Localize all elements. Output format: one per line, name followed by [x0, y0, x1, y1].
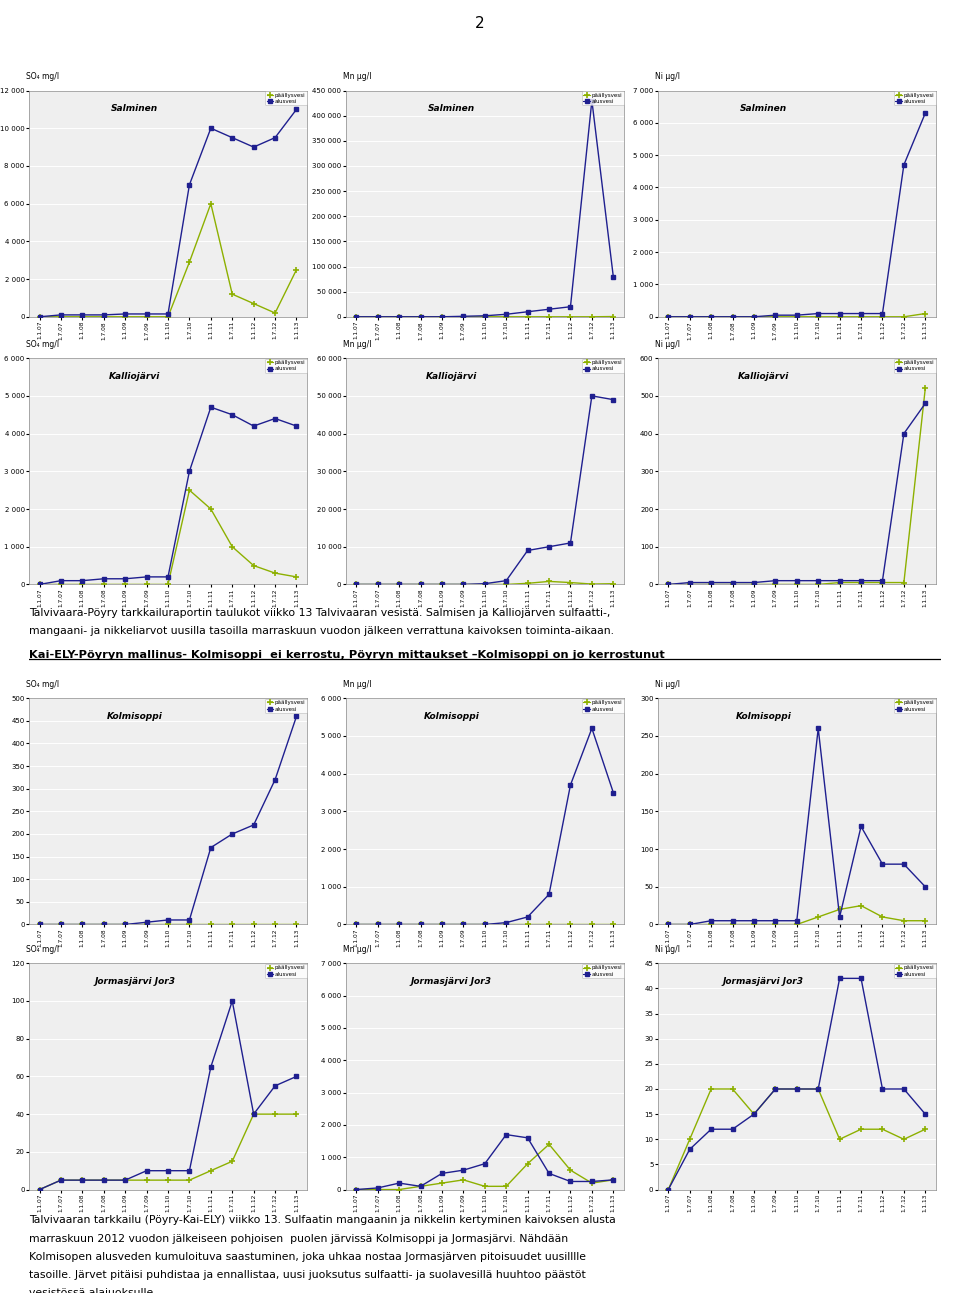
Text: SO₄ mg/l: SO₄ mg/l — [26, 680, 60, 689]
Text: Ni μg/l: Ni μg/l — [655, 945, 680, 954]
Legend: päällysvesi, alusvesi: päällysvesi, alusvesi — [265, 963, 307, 979]
Text: Kalliojärvi: Kalliojärvi — [108, 371, 160, 380]
Legend: päällysvesi, alusvesi: päällysvesi, alusvesi — [582, 358, 624, 374]
Legend: päällysvesi, alusvesi: päällysvesi, alusvesi — [265, 698, 307, 714]
Text: Kai-ELY-Pöyryn mallinus- Kolmisoppi  ei kerrostu, Pöyryn mittaukset –Kolmisoppi : Kai-ELY-Pöyryn mallinus- Kolmisoppi ei k… — [29, 650, 664, 661]
Text: Jormasjärvi Jor3: Jormasjärvi Jor3 — [723, 978, 804, 985]
Text: Talvivaaran tarkkailu (Pöyry-Kai-ELY) viikko 13. Sulfaatin mangaanin ja nikkelin: Talvivaaran tarkkailu (Pöyry-Kai-ELY) vi… — [29, 1215, 615, 1226]
Text: Ni μg/l: Ni μg/l — [655, 680, 680, 689]
Text: Kolmisoppi: Kolmisoppi — [735, 711, 791, 720]
Text: vesistössä alajuoksulle.: vesistössä alajuoksulle. — [29, 1288, 156, 1293]
Legend: päällysvesi, alusvesi: päällysvesi, alusvesi — [582, 963, 624, 979]
Text: Kolmisoppi: Kolmisoppi — [107, 711, 162, 720]
Text: Mn μg/l: Mn μg/l — [343, 945, 372, 954]
Text: Talvivaara-Pöyry tarkkailuraportin taulukot viikko 13 Talvivaaran vesistä. Salmi: Talvivaara-Pöyry tarkkailuraportin taulu… — [29, 608, 611, 618]
Legend: päällysvesi, alusvesi: päällysvesi, alusvesi — [894, 963, 936, 979]
Legend: päällysvesi, alusvesi: päällysvesi, alusvesi — [265, 91, 307, 106]
Text: tasoille. Järvet pitäisi puhdistaa ja ennallistaa, uusi juoksutus sulfaatti- ja : tasoille. Järvet pitäisi puhdistaa ja en… — [29, 1270, 586, 1280]
Legend: päällysvesi, alusvesi: päällysvesi, alusvesi — [894, 698, 936, 714]
Legend: päällysvesi, alusvesi: päällysvesi, alusvesi — [582, 698, 624, 714]
Text: Jormasjärvi Jor3: Jormasjärvi Jor3 — [94, 978, 175, 985]
Text: Ni μg/l: Ni μg/l — [655, 340, 680, 349]
Text: SO₄ mg/l: SO₄ mg/l — [26, 945, 60, 954]
Text: Kalliojärvi: Kalliojärvi — [425, 371, 477, 380]
Text: Mn μg/l: Mn μg/l — [343, 680, 372, 689]
Text: Ni μg/l: Ni μg/l — [655, 72, 680, 81]
Text: mangaani- ja nikkeliarvot uusilla tasoilla marraskuun vuodon jälkeen verrattuna : mangaani- ja nikkeliarvot uusilla tasoil… — [29, 626, 613, 636]
Text: marraskuun 2012 vuodon jälkeiseen pohjoisen  puolen järvissä Kolmisoppi ja Jorma: marraskuun 2012 vuodon jälkeiseen pohjoi… — [29, 1234, 568, 1244]
Text: Kolmisopen alusveden kumuloituva saastuminen, joka uhkaa nostaa Jormasjärven pit: Kolmisopen alusveden kumuloituva saastum… — [29, 1252, 586, 1262]
Text: Salminen: Salminen — [740, 103, 787, 112]
Text: SO₄ mg/l: SO₄ mg/l — [26, 340, 60, 349]
Text: Salminen: Salminen — [428, 103, 475, 112]
Legend: päällysvesi, alusvesi: päällysvesi, alusvesi — [894, 358, 936, 374]
Legend: päällysvesi, alusvesi: päällysvesi, alusvesi — [582, 91, 624, 106]
Text: Kolmisoppi: Kolmisoppi — [423, 711, 479, 720]
Text: Mn μg/l: Mn μg/l — [343, 72, 372, 81]
Text: Jormasjärvi Jor3: Jormasjärvi Jor3 — [411, 978, 492, 985]
Legend: päällysvesi, alusvesi: päällysvesi, alusvesi — [265, 358, 307, 374]
Text: Salminen: Salminen — [111, 103, 158, 112]
Text: SO₄ mg/l: SO₄ mg/l — [26, 72, 60, 81]
Legend: päällysvesi, alusvesi: päällysvesi, alusvesi — [894, 91, 936, 106]
Text: 2: 2 — [475, 16, 485, 31]
Text: Kalliojärvi: Kalliojärvi — [737, 371, 789, 380]
Text: Mn μg/l: Mn μg/l — [343, 340, 372, 349]
